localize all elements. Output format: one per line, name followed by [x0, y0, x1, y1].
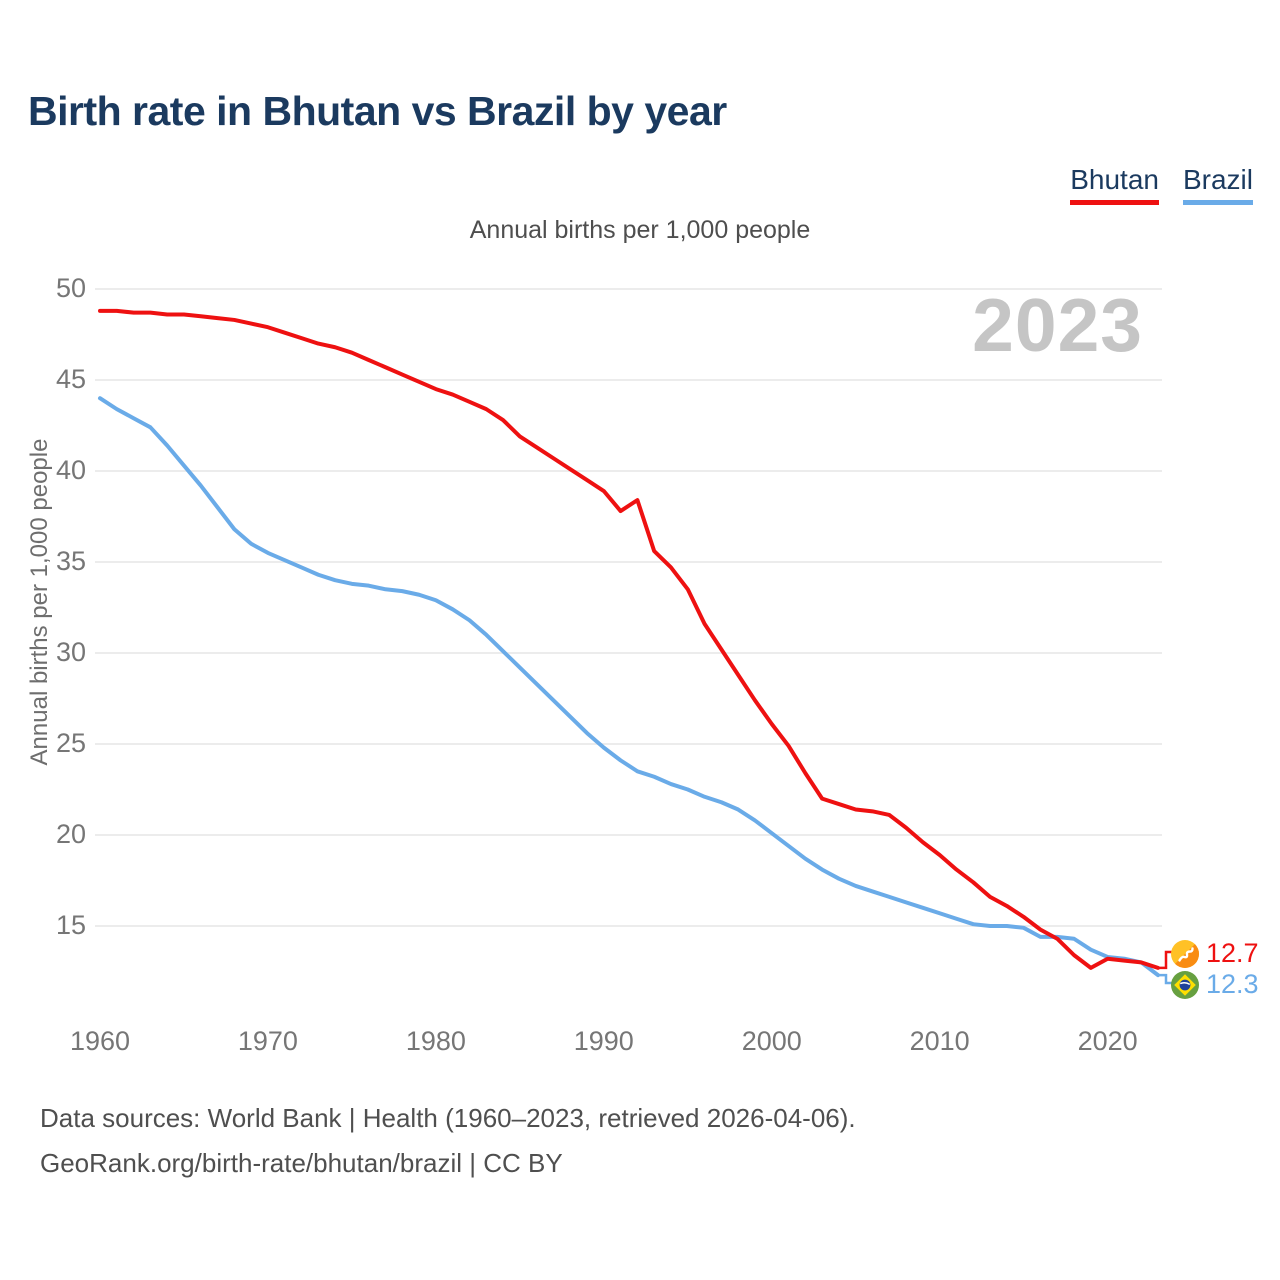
x-tick-label: 2010 — [909, 1026, 970, 1056]
end-value-brazil: 12.3 — [1206, 969, 1259, 999]
end-value-bhutan: 12.7 — [1206, 938, 1259, 968]
brazil-flag-icon — [1171, 970, 1199, 999]
x-tick-label: 1980 — [405, 1026, 466, 1056]
y-tick-label: 40 — [55, 455, 86, 485]
end-label-brazil: 12.3 — [1171, 969, 1259, 1000]
x-tick-label: 2020 — [1077, 1026, 1138, 1056]
y-tick-label: 30 — [55, 637, 86, 667]
x-tick-label: 1990 — [573, 1026, 634, 1056]
y-tick-label: 20 — [55, 819, 86, 849]
footer-attribution: GeoRank.org/birth-rate/bhutan/brazil | C… — [40, 1148, 563, 1178]
y-tick-label: 35 — [55, 546, 86, 576]
page-title: Birth rate in Bhutan vs Brazil by year — [28, 88, 727, 134]
x-tick-label: 2000 — [741, 1026, 802, 1056]
footer: Data sources: World Bank | Health (1960–… — [40, 1096, 856, 1186]
y-tick-label: 50 — [55, 273, 86, 303]
bhutan-flag-icon — [1171, 939, 1199, 968]
legend-item-bhutan[interactable]: Bhutan — [1070, 164, 1159, 205]
chart-subtitle: Annual births per 1,000 people — [469, 216, 811, 244]
y-tick-label: 25 — [55, 728, 86, 758]
end-label-bhutan: 12.7 — [1171, 938, 1259, 969]
footer-sources: Data sources: World Bank | Health (1960–… — [40, 1103, 856, 1133]
y-tick-label: 45 — [55, 364, 86, 394]
x-tick-label: 1970 — [237, 1026, 298, 1056]
legend-item-brazil[interactable]: Brazil — [1182, 164, 1253, 205]
x-tick-label: 1960 — [69, 1026, 131, 1056]
legend: Bhutan Brazil — [1070, 164, 1253, 205]
watermark-year: 2023 — [972, 283, 1143, 367]
y-tick-label: 15 — [55, 910, 86, 940]
